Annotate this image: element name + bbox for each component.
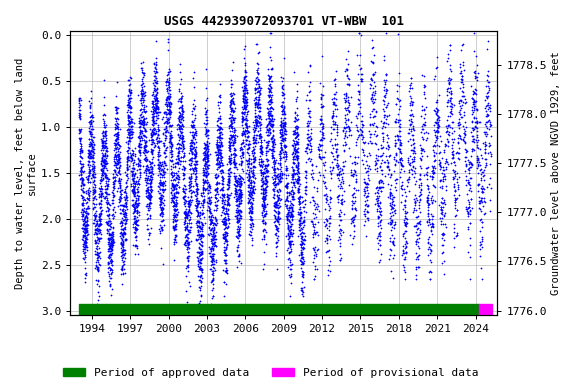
Legend: Period of approved data, Period of provisional data: Period of approved data, Period of provi… <box>59 363 483 382</box>
Title: USGS 442939072093701 VT-WBW  101: USGS 442939072093701 VT-WBW 101 <box>164 15 404 28</box>
Y-axis label: Groundwater level above NGVD 1929, feet: Groundwater level above NGVD 1929, feet <box>551 51 561 295</box>
Y-axis label: Depth to water level, feet below land
surface: Depth to water level, feet below land su… <box>15 57 37 289</box>
